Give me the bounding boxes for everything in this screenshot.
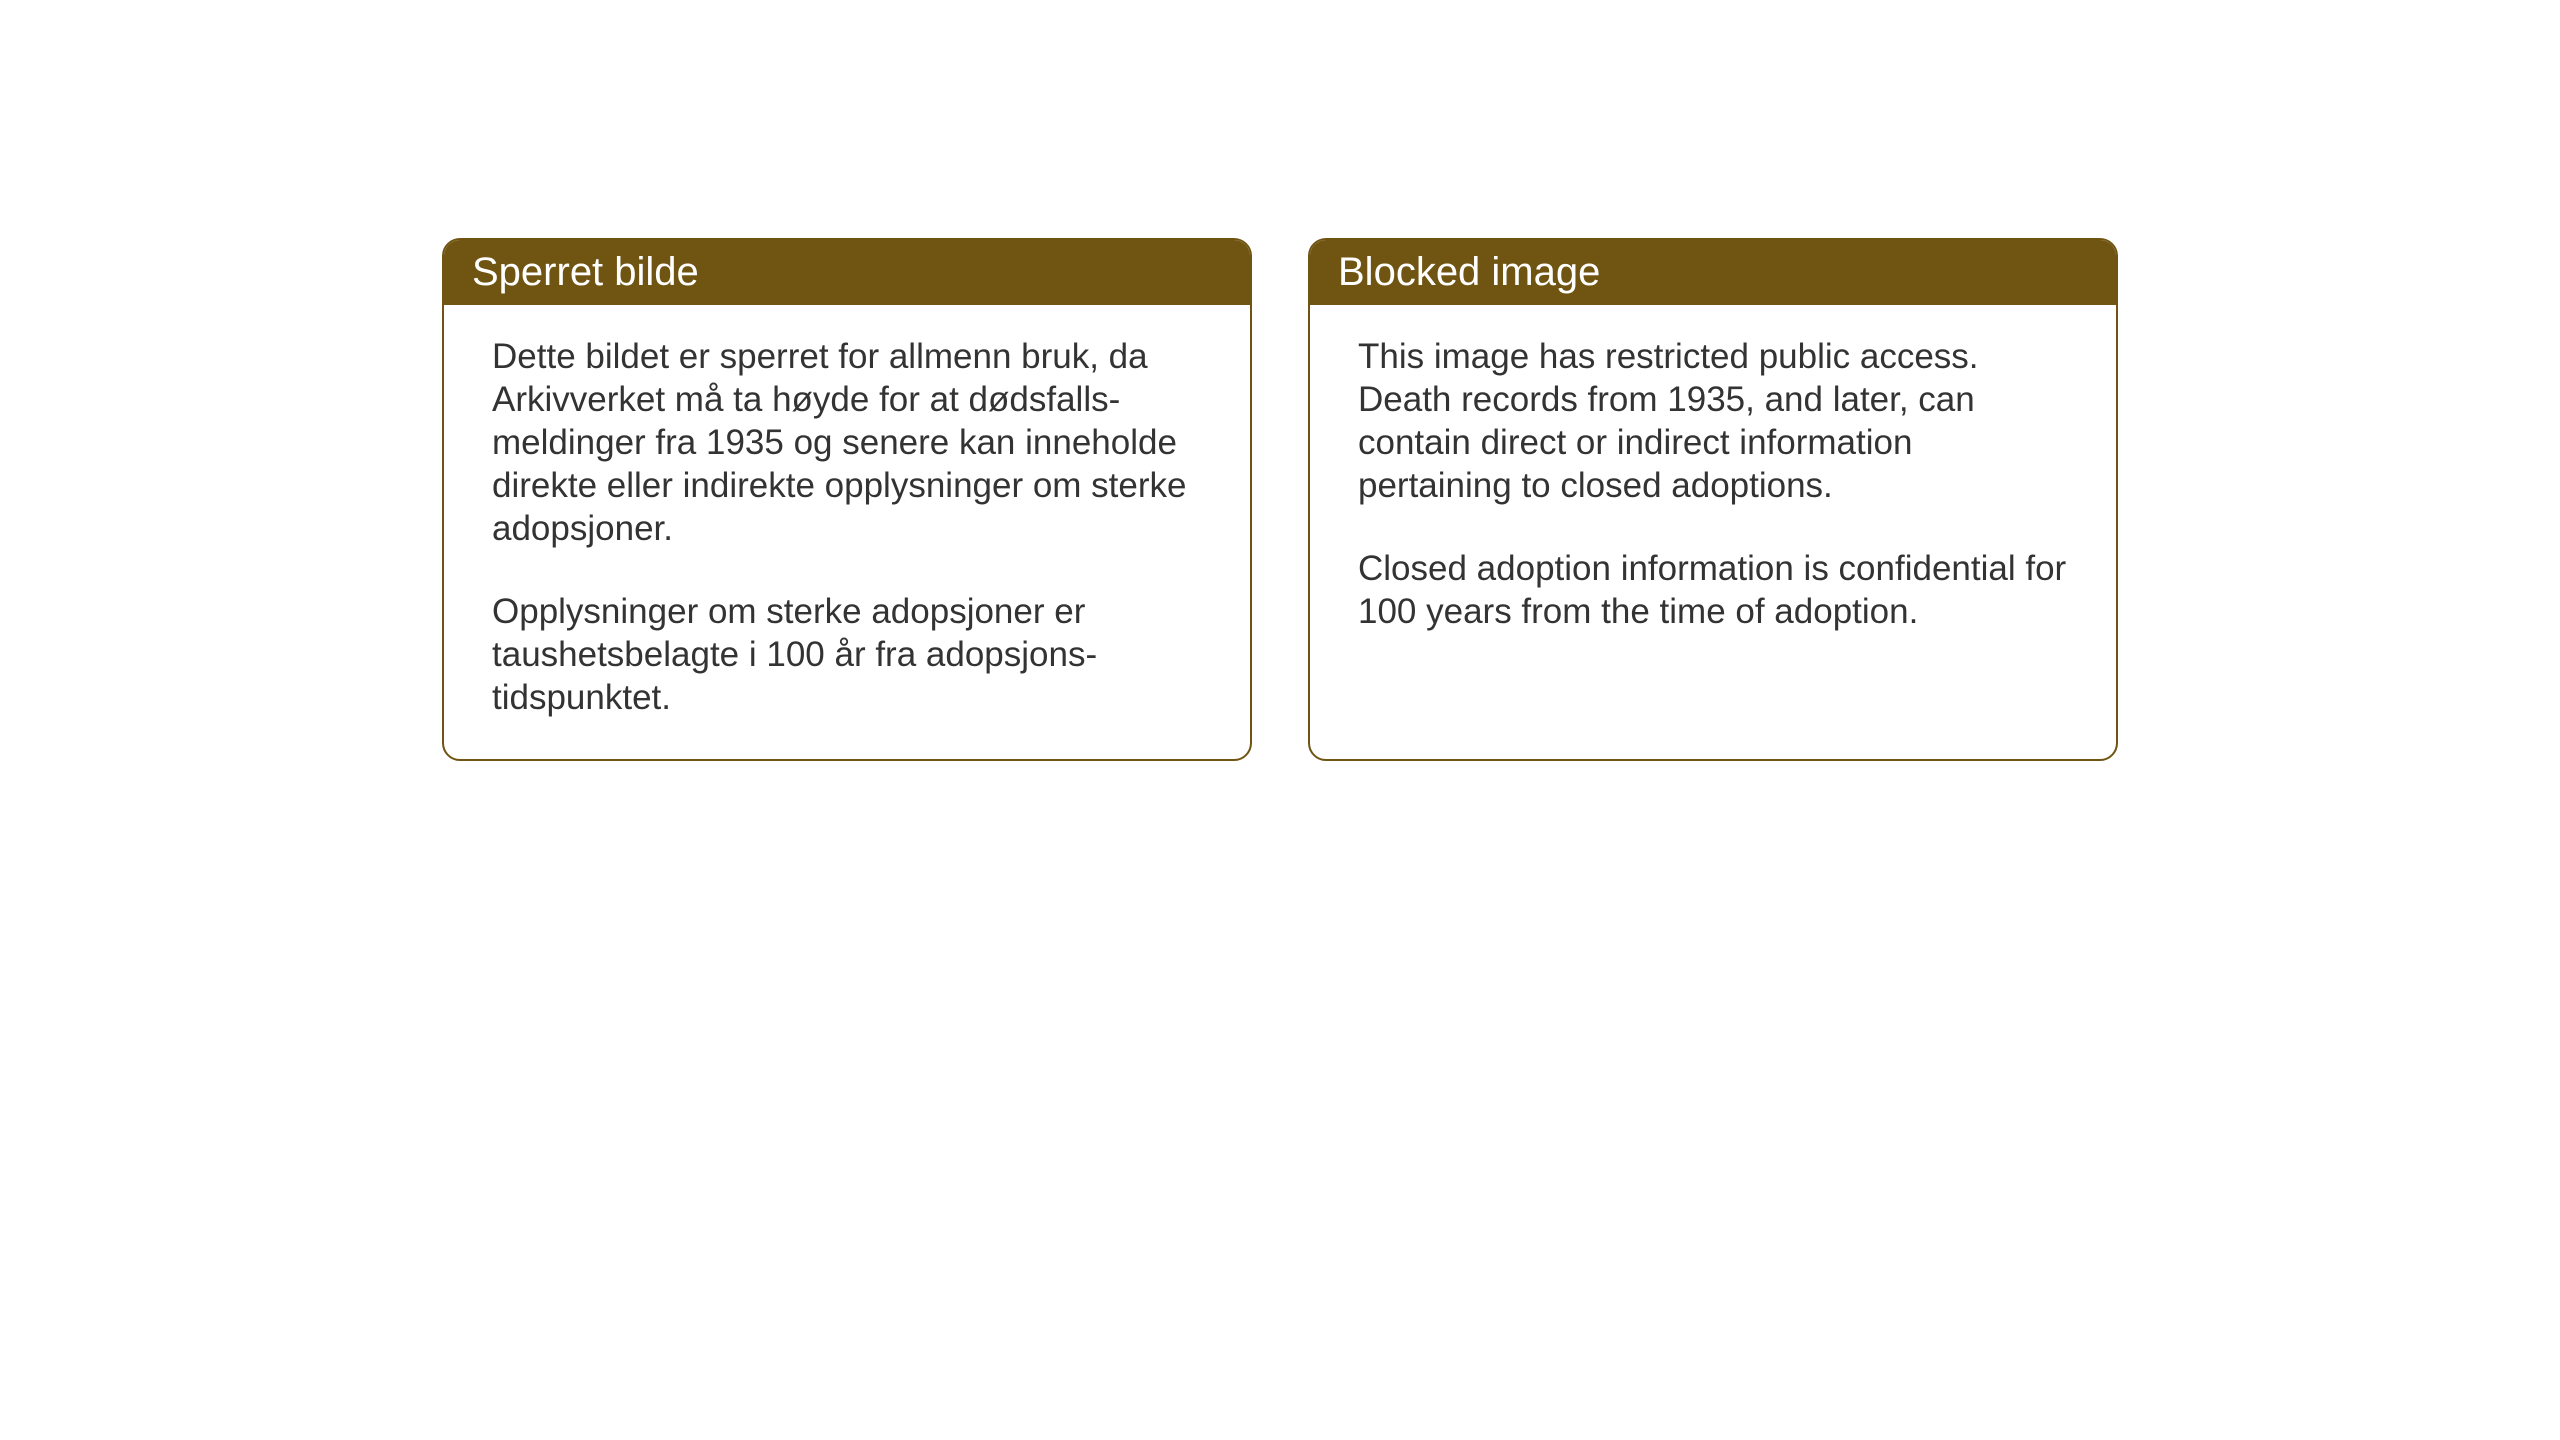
card-header-english: Blocked image [1310, 240, 2116, 305]
paragraph-1-norwegian: Dette bildet er sperret for allmenn bruk… [492, 335, 1202, 550]
paragraph-2-english: Closed adoption information is confident… [1358, 547, 2068, 633]
cards-container: Sperret bilde Dette bildet er sperret fo… [442, 238, 2118, 761]
card-header-norwegian: Sperret bilde [444, 240, 1250, 305]
paragraph-2-norwegian: Opplysninger om sterke adopsjoner er tau… [492, 590, 1202, 719]
card-norwegian: Sperret bilde Dette bildet er sperret fo… [442, 238, 1252, 761]
card-body-norwegian: Dette bildet er sperret for allmenn bruk… [444, 305, 1250, 759]
paragraph-1-english: This image has restricted public access.… [1358, 335, 2068, 507]
card-body-english: This image has restricted public access.… [1310, 305, 2116, 715]
card-english: Blocked image This image has restricted … [1308, 238, 2118, 761]
